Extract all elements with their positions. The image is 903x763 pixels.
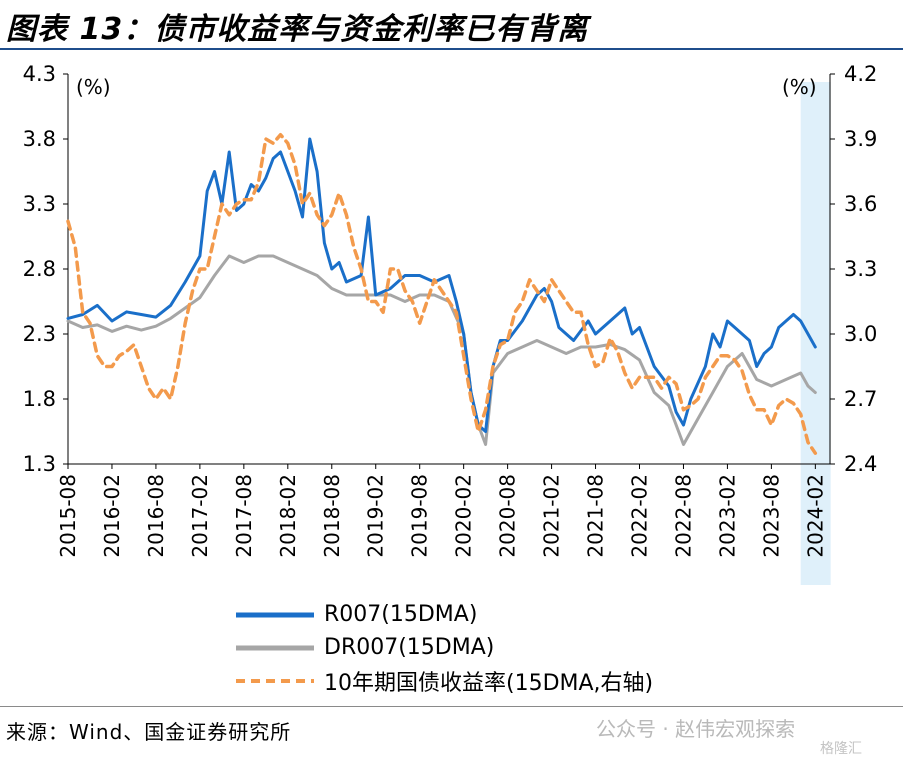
watermark-sub: 格隆汇 (820, 741, 862, 757)
chart-area: 4.3 3.8 3.3 2.8 2.3 1.8 1.3 4.2 3.9 3.6 3.3 3.0 2.7 2… (23, 62, 878, 585)
x-tick-label: 2022-02 (628, 474, 652, 558)
x-tick-label: 2021-02 (540, 474, 564, 558)
axes: 4.3 3.8 3.3 2.8 2.3 1.8 1.3 4.2 3.9 3.6 3.3 3.0 2.7 2… (23, 62, 878, 558)
title-divider (0, 48, 903, 50)
legend-label-r007: R007(15DMA) (324, 602, 478, 627)
y-left-tick-label: 3.8 (23, 127, 56, 151)
y-right-tick-label: 2.7 (844, 387, 877, 411)
x-tick-label: 2019-08 (408, 474, 432, 558)
y-right-tick-label: 4.2 (844, 62, 877, 86)
y-left-unit-label: (%) (76, 75, 111, 99)
y-left-tick-label: 1.3 (23, 452, 56, 476)
x-tick-label: 2019-02 (364, 474, 388, 558)
x-tick-label: 2017-02 (188, 474, 212, 558)
y-left-tick-label: 2.3 (23, 322, 56, 346)
x-tick-label: 2021-08 (584, 474, 608, 558)
x-tick-label: 2017-08 (232, 474, 256, 558)
x-tick-label: 2018-08 (320, 474, 344, 558)
x-tick-label: 2024-02 (803, 474, 827, 558)
y-left-tick-label: 3.3 (23, 192, 56, 216)
footer-divider (0, 706, 903, 707)
x-tick-label: 2023-08 (759, 474, 783, 558)
x-tick-label: 2020-02 (452, 474, 476, 558)
y-right-tick-label: 3.6 (844, 192, 877, 216)
x-tick-label: 2015-08 (56, 474, 80, 558)
x-tick-label: 2016-08 (144, 474, 168, 558)
legend: R007(15DMA) DR007(15DMA) 10年期国债收益率(15DMA… (236, 598, 653, 697)
chart-title: 图表 13：债市收益率与资金利率已有背离 (6, 12, 589, 47)
series-line-r007 (66, 137, 817, 433)
x-tick-label: 2020-08 (496, 474, 520, 558)
legend-label-10y-bond: 10年期国债收益率(15DMA,右轴) (324, 670, 654, 696)
source-note: 来源：Wind、国金证券研究所 (6, 720, 292, 744)
x-tick-label: 2016-02 (100, 474, 124, 558)
legend-item-dr007: DR007(15DMA) (236, 631, 653, 664)
y-left-tick-label: 2.8 (23, 257, 56, 281)
series-line-10y-bond (66, 132, 818, 455)
y-right-unit-label: (%) (782, 75, 817, 99)
legend-item-r007: R007(15DMA) (236, 598, 653, 631)
x-tick-label: 2018-02 (276, 474, 300, 558)
y-right-tick-label: 3.3 (844, 257, 877, 281)
legend-item-10y-bond: 10年期国债收益率(15DMA,右轴) (236, 664, 653, 697)
y-right-tick-label: 3.0 (844, 322, 877, 346)
x-tick-label: 2023-02 (715, 474, 739, 558)
y-left-tick-label: 1.8 (23, 387, 56, 411)
y-right-tick-label: 2.4 (844, 452, 877, 476)
watermark: 公众号 · 赵伟宏观探索 (596, 717, 796, 741)
series-layer (66, 132, 818, 455)
y-left-tick-label: 4.3 (23, 62, 56, 86)
highlight-band (800, 82, 831, 585)
x-tick-label: 2022-08 (671, 474, 695, 558)
y-right-tick-label: 3.9 (844, 127, 877, 151)
legend-label-dr007: DR007(15DMA) (324, 635, 495, 660)
